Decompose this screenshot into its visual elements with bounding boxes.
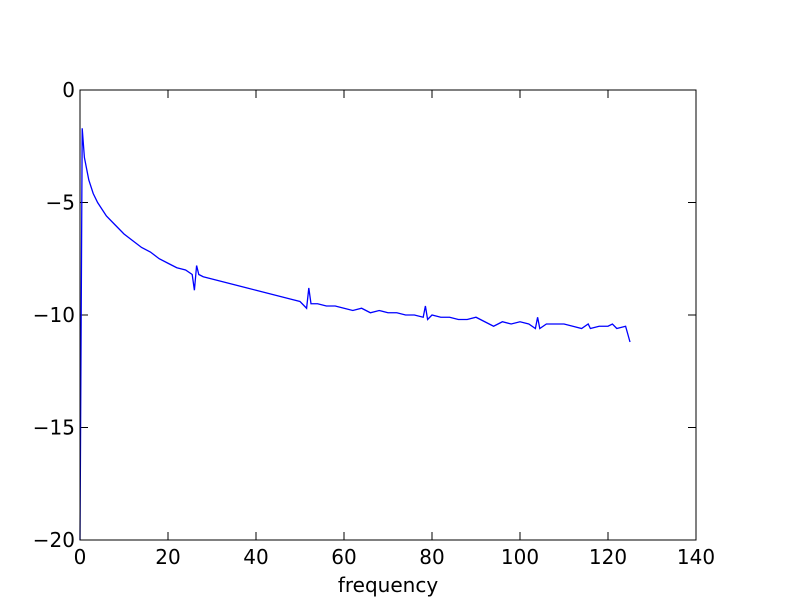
x-tick-label: 40 [243, 545, 268, 569]
x-tick-label: 20 [155, 545, 180, 569]
x-tick-label: 120 [589, 545, 627, 569]
y-tick-label: 0 [62, 78, 75, 102]
plot-frame [79, 89, 697, 541]
y-tick-label: −20 [33, 528, 75, 552]
data-line [79, 128, 631, 541]
x-tick-label: 0 [74, 545, 87, 569]
x-tick-label: 140 [677, 545, 715, 569]
x-axis-label: frequency [338, 573, 438, 597]
y-tick-label: −5 [46, 191, 75, 215]
y-tick-label: −15 [33, 416, 75, 440]
x-tick-label: 80 [419, 545, 444, 569]
x-tick-label: 60 [331, 545, 356, 569]
x-tick-label: 100 [501, 545, 539, 569]
y-tick-label: −10 [33, 303, 75, 327]
